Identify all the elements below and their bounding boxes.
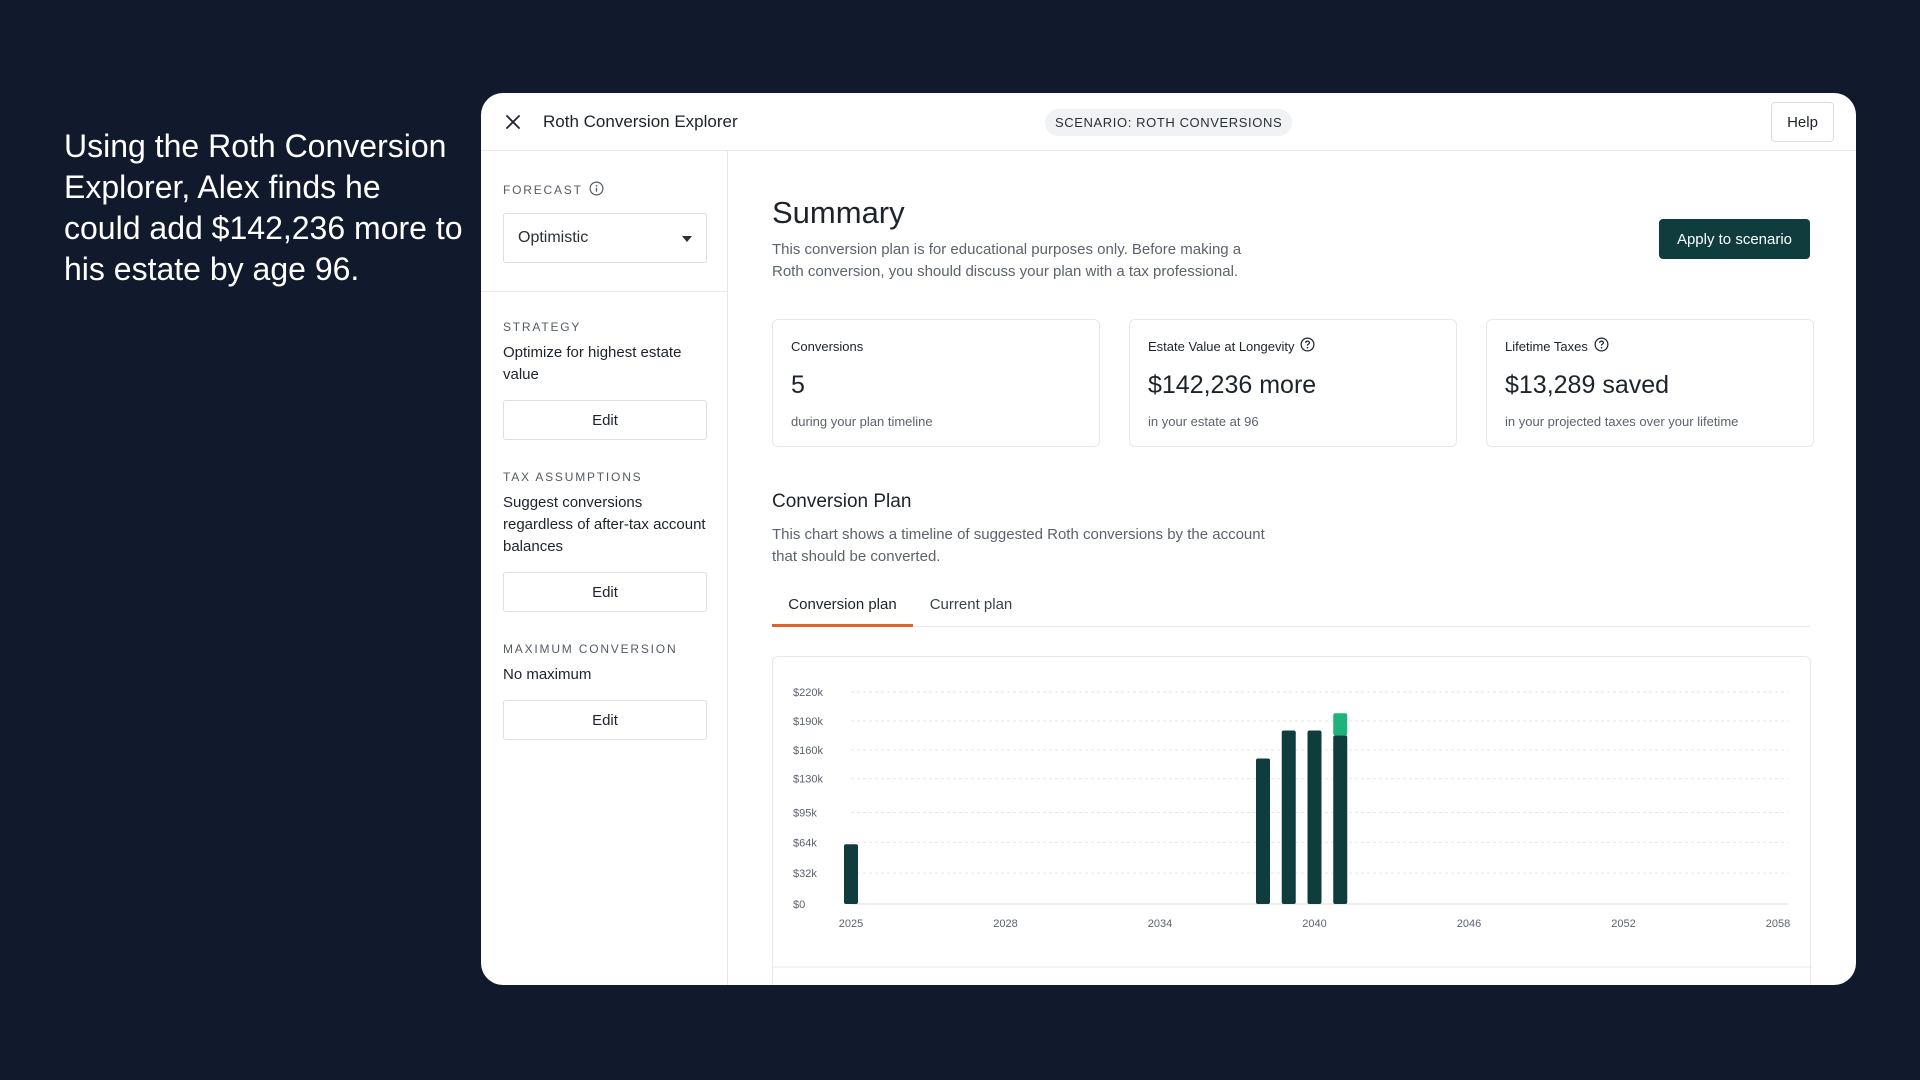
close-icon[interactable] [501,110,525,134]
conversion-bar [1256,758,1270,904]
x-tick-label: 2034 [1148,918,1172,930]
y-tick-label: $160k [793,745,823,757]
x-tick-label: 2025 [839,918,863,930]
sidebar: FORECAST Optimistic STRATEGY Optimize fo… [481,151,728,985]
x-tick-label: 2040 [1302,918,1326,930]
card-label: Estate Value at Longevity [1148,337,1438,355]
help-circle-icon[interactable] [1300,337,1315,355]
max-conversion-section: MAXIMUM CONVERSION No maximum Edit [503,642,707,740]
top-bar: Roth Conversion Explorer SCENARIO: ROTH … [481,93,1856,151]
forecast-select[interactable]: Optimistic [503,213,707,263]
conversion-bar [1281,730,1296,904]
card-label-text: Estate Value at Longevity [1148,338,1295,354]
max-conversion-text: No maximum [503,666,592,683]
summary-description: This conversion plan is for educational … [772,241,1242,280]
card-value: $13,289 saved [1505,371,1670,399]
strategy-label: STRATEGY [503,320,582,334]
forecast-label: FORECAST [503,183,583,197]
conversion-plan-description: This chart shows a timeline of suggested… [772,526,1265,565]
apply-to-scenario-button[interactable]: Apply to scenario [1659,219,1810,259]
plan-tabs: Conversion plan Current plan [772,587,1810,627]
card-label: Lifetime Taxes [1505,337,1795,355]
x-tick-label: 2046 [1457,918,1481,930]
card-label-text: Conversions [791,338,864,354]
x-tick-label: 2058 [1766,918,1790,930]
tax-assumptions-label: TAX ASSUMPTIONS [503,470,643,484]
lifetime-taxes-card: Lifetime Taxes $13,289 saved in your pro… [1486,319,1814,447]
max-conversion-label: MAXIMUM CONVERSION [503,642,678,656]
conversions-card: Conversions 5 during your plan timeline [772,319,1100,447]
tax-assumptions-edit-button[interactable]: Edit [503,572,707,612]
y-tick-label: $32k [793,868,817,880]
strategy-section: STRATEGY Optimize for highest estate val… [503,320,707,440]
strategy-text: Optimize for highest estate value [503,344,682,383]
card-subtext: in your estate at 96 [1148,414,1259,429]
help-button[interactable]: Help [1771,102,1834,142]
help-circle-icon[interactable] [1594,337,1609,355]
conversion-bar [1307,730,1322,904]
conversion-chart-svg: $0 $32k $64k $95k $130k $160k $190k $220k 2025 20… [773,687,1812,968]
max-conversion-edit-button[interactable]: Edit [503,700,707,740]
card-value: 5 [791,371,805,399]
conversion-plan-title: Conversion Plan [772,491,912,512]
y-tick-label: $64k [793,837,817,849]
summary-title: Summary [772,195,905,230]
y-tick-label: $95k [793,807,817,819]
card-label-text: Lifetime Taxes [1505,338,1588,354]
scenario-badge: SCENARIO: ROTH CONVERSIONS [1045,109,1293,136]
forecast-label-row: FORECAST [503,181,707,199]
y-tick-label: $0 [793,899,805,911]
y-tick-label: $190k [793,716,823,728]
tax-assumptions-section: TAX ASSUMPTIONS Suggest conversions rega… [503,470,707,612]
y-tick-label: $130k [793,774,823,786]
tab-current-plan[interactable]: Current plan [929,596,1013,613]
card-subtext: during your plan timeline [791,414,933,429]
forecast-selected-value: Optimistic [518,229,589,246]
estate-value-card: Estate Value at Longevity $142,236 more … [1129,319,1457,447]
main-content: Summary This conversion plan is for educ… [729,151,1856,985]
roth-explorer-window: Roth Conversion Explorer SCENARIO: ROTH … [481,93,1856,985]
conversion-bar [1333,735,1348,904]
info-icon[interactable] [589,181,604,199]
tax-assumptions-text: Suggest conversions regardless of after-… [503,494,706,555]
conversion-chart: $0 $32k $64k $95k $130k $160k $190k $220k 2025 20… [772,656,1812,985]
card-label: Conversions [791,338,1081,354]
card-value: $142,236 more [1148,371,1317,399]
strategy-edit-button[interactable]: Edit [503,400,707,440]
app-title: Roth Conversion Explorer [543,112,738,131]
x-tick-label: 2052 [1611,918,1635,930]
slide-caption: Using the Roth Conversion Explorer, Alex… [64,128,463,287]
conversion-bar [844,844,858,904]
x-tick-label: 2028 [993,918,1017,930]
caret-down-icon [682,229,692,247]
tab-conversion-plan[interactable]: Conversion plan [772,587,913,627]
card-subtext: in your projected taxes over your lifeti… [1505,414,1739,429]
sidebar-divider [481,291,728,292]
conversion-bar-extra [1333,713,1348,736]
y-tick-label: $220k [793,687,823,699]
forecast-section: FORECAST Optimistic [503,181,707,263]
